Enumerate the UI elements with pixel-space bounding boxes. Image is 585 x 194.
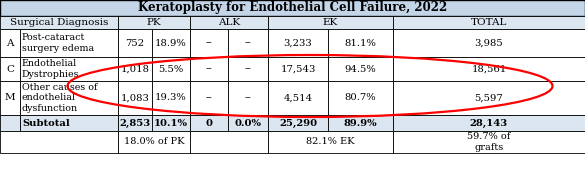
Bar xyxy=(328,57,393,81)
Text: 28,143: 28,143 xyxy=(470,119,508,127)
Text: TOTAL: TOTAL xyxy=(471,18,507,27)
Text: 3,233: 3,233 xyxy=(284,38,312,48)
Bar xyxy=(393,81,585,115)
Bar xyxy=(0,131,118,153)
Text: 5,597: 5,597 xyxy=(474,94,503,102)
Bar xyxy=(393,16,585,29)
Bar xyxy=(118,115,152,131)
Text: 4,514: 4,514 xyxy=(284,94,312,102)
Bar xyxy=(152,81,190,115)
Text: EK: EK xyxy=(323,18,338,27)
Text: 18.9%: 18.9% xyxy=(155,38,187,48)
Bar xyxy=(393,131,585,153)
Bar xyxy=(118,81,152,115)
Text: 0: 0 xyxy=(205,119,212,127)
Text: 18,561: 18,561 xyxy=(472,64,507,74)
Text: --: -- xyxy=(205,94,212,102)
Text: A: A xyxy=(6,38,14,48)
Bar xyxy=(152,29,190,57)
Bar xyxy=(190,57,228,81)
Text: --: -- xyxy=(245,94,252,102)
Bar xyxy=(228,81,268,115)
Text: --: -- xyxy=(245,38,252,48)
Bar xyxy=(0,57,20,81)
Text: 80.7%: 80.7% xyxy=(345,94,376,102)
Bar xyxy=(20,57,118,81)
Bar xyxy=(190,131,268,153)
Text: 1,018: 1,018 xyxy=(121,64,150,74)
Text: 17,543: 17,543 xyxy=(280,64,316,74)
Bar xyxy=(190,115,228,131)
Text: ALK: ALK xyxy=(218,18,240,27)
Bar xyxy=(190,29,228,57)
Bar xyxy=(0,115,20,131)
Text: --: -- xyxy=(245,64,252,74)
Text: 1,083: 1,083 xyxy=(121,94,149,102)
Text: 752: 752 xyxy=(125,38,144,48)
Bar xyxy=(268,115,328,131)
Bar xyxy=(0,16,118,29)
Text: 18.0% of PK: 18.0% of PK xyxy=(124,138,184,146)
Bar xyxy=(152,115,190,131)
Text: Other causes of
endothelial
dysfunction: Other causes of endothelial dysfunction xyxy=(22,83,98,113)
Bar xyxy=(268,16,393,29)
Bar xyxy=(20,81,118,115)
Bar xyxy=(393,29,585,57)
Bar xyxy=(118,16,190,29)
Text: --: -- xyxy=(205,38,212,48)
Text: 2,853: 2,853 xyxy=(119,119,150,127)
Bar xyxy=(393,115,585,131)
Text: 0.0%: 0.0% xyxy=(235,119,261,127)
Bar xyxy=(228,115,268,131)
Bar xyxy=(228,57,268,81)
Bar xyxy=(268,57,328,81)
Text: PK: PK xyxy=(147,18,161,27)
Text: 10.1%: 10.1% xyxy=(154,119,188,127)
Bar xyxy=(328,81,393,115)
Bar xyxy=(328,29,393,57)
Text: 59.7% of
grafts: 59.7% of grafts xyxy=(467,132,511,152)
Bar xyxy=(0,81,20,115)
Text: 19.3%: 19.3% xyxy=(155,94,187,102)
Bar xyxy=(118,131,190,153)
Text: Endothelial
Dystrophies: Endothelial Dystrophies xyxy=(22,59,80,79)
Text: Post-cataract
surgery edema: Post-cataract surgery edema xyxy=(22,33,94,53)
Bar xyxy=(190,81,228,115)
Text: M: M xyxy=(5,94,15,102)
Bar xyxy=(118,57,152,81)
Bar xyxy=(190,16,268,29)
Text: Surgical Diagnosis: Surgical Diagnosis xyxy=(10,18,108,27)
Bar xyxy=(328,115,393,131)
Text: C: C xyxy=(6,64,14,74)
Text: Subtotal: Subtotal xyxy=(22,119,70,127)
Text: 82.1% EK: 82.1% EK xyxy=(307,138,355,146)
Text: --: -- xyxy=(205,64,212,74)
Bar xyxy=(393,57,585,81)
Bar xyxy=(268,29,328,57)
Text: 89.9%: 89.9% xyxy=(344,119,377,127)
Bar xyxy=(228,29,268,57)
Bar xyxy=(268,81,328,115)
Bar xyxy=(118,29,152,57)
Text: Keratoplasty for Endothelial Cell Failure, 2022: Keratoplasty for Endothelial Cell Failur… xyxy=(138,2,447,15)
Bar xyxy=(268,131,393,153)
Text: 5.5%: 5.5% xyxy=(159,64,184,74)
Text: 25,290: 25,290 xyxy=(279,119,317,127)
Text: 81.1%: 81.1% xyxy=(345,38,376,48)
Bar xyxy=(0,0,585,16)
Text: 94.5%: 94.5% xyxy=(345,64,376,74)
Bar xyxy=(0,29,20,57)
Text: 3,985: 3,985 xyxy=(474,38,503,48)
Bar xyxy=(20,115,118,131)
Bar xyxy=(20,29,118,57)
Bar xyxy=(152,57,190,81)
